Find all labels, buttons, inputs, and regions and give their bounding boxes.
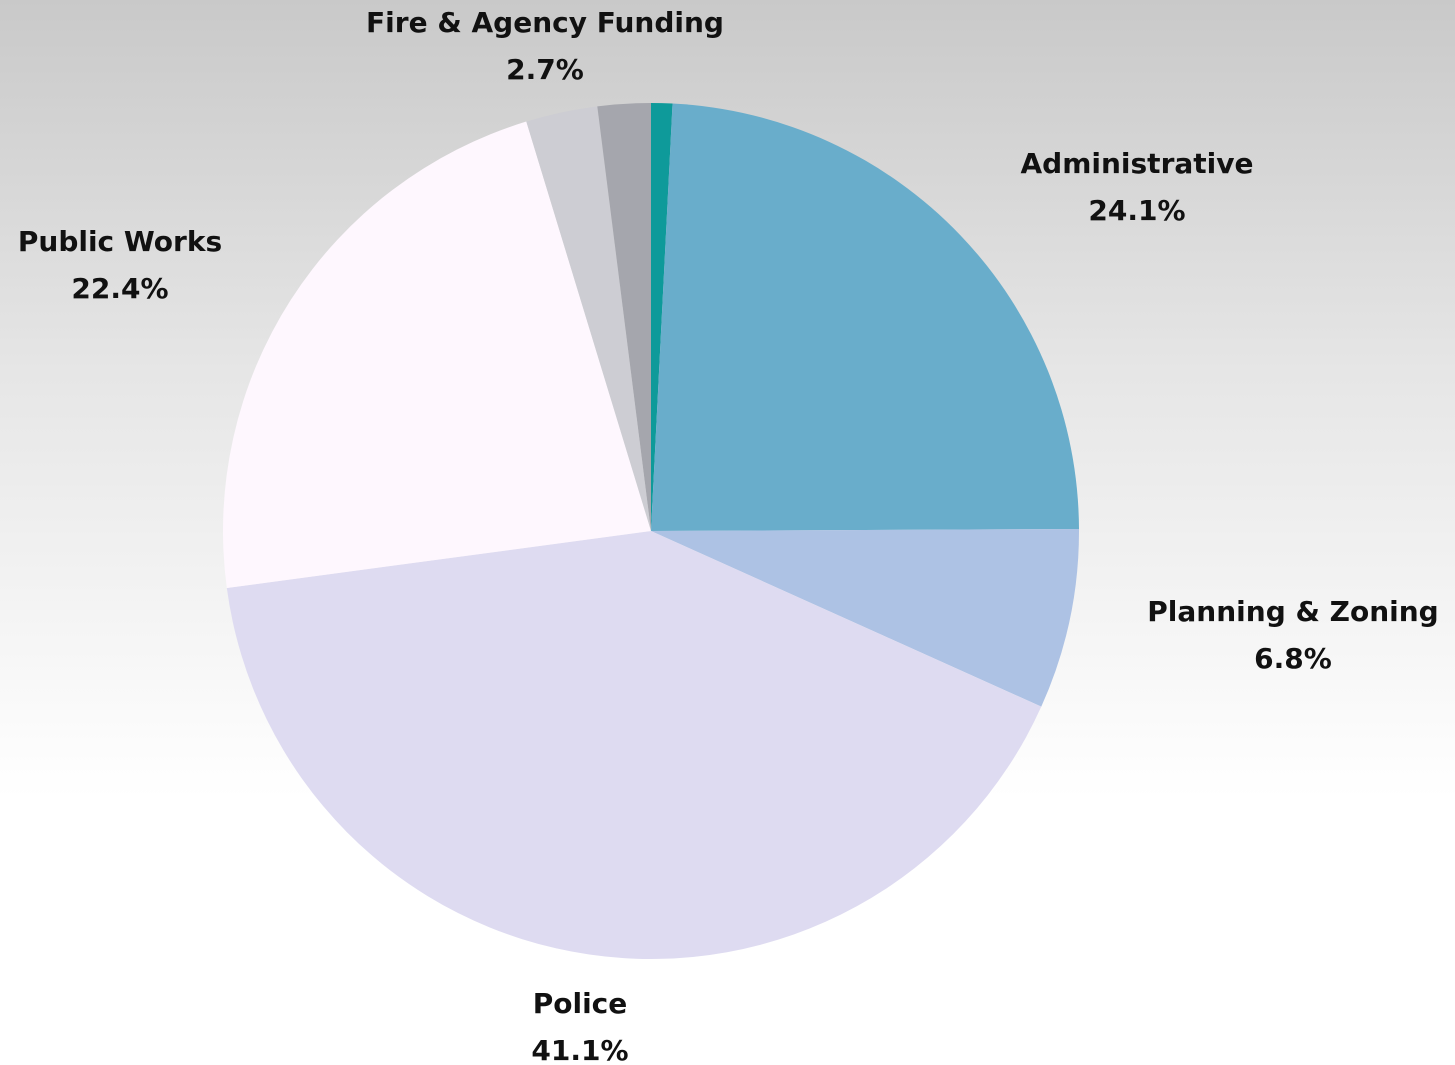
pct-fire-agency-funding: 2.7% — [506, 53, 584, 86]
label-fire-agency-funding: Fire & Agency Funding — [366, 6, 724, 39]
slice-police — [226, 531, 1042, 959]
label-administrative: Administrative — [1021, 147, 1254, 180]
slice-administrative — [651, 103, 1079, 531]
slice-planning-zoning — [651, 528, 1080, 707]
pct-public-works: 22.4% — [71, 272, 168, 305]
pie-slices — [223, 103, 1080, 959]
slice-fire-agency-funding — [526, 106, 651, 531]
pct-police: 41.1% — [531, 1034, 628, 1065]
label-planning-zoning: Planning & Zoning — [1147, 595, 1438, 628]
slice-public-works — [223, 121, 651, 589]
label-police: Police — [533, 987, 628, 1020]
pct-administrative: 24.1% — [1088, 194, 1185, 227]
pct-planning-zoning: 6.8% — [1254, 642, 1332, 675]
label-public-works: Public Works — [18, 225, 222, 258]
slice-unlabeled-gray — [597, 103, 651, 531]
pie-labels: Administrative 24.1% Planning & Zoning 6… — [18, 6, 1439, 1065]
slice-unlabeled-teal — [651, 103, 673, 531]
